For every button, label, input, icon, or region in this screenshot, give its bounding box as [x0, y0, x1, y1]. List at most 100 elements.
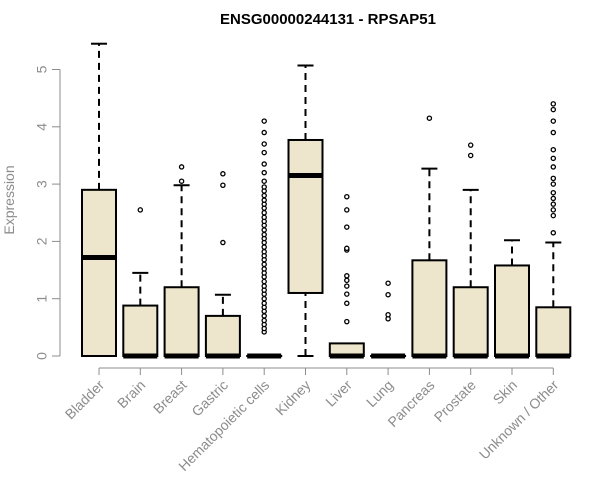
outlier-point [261, 214, 267, 221]
outlier-point [261, 283, 267, 289]
box-iqr [204, 314, 241, 358]
outlier-point [550, 118, 557, 124]
outlier-point [550, 212, 557, 219]
outlier-point [261, 169, 267, 176]
outlier-point [550, 201, 557, 207]
outlier-point [220, 182, 226, 188]
outlier-point [261, 178, 267, 184]
outlier-point [261, 295, 267, 302]
outlier-point [344, 245, 350, 252]
y-axis-label: Expression [1, 165, 17, 234]
outlier-point [137, 207, 144, 213]
box-group [452, 142, 489, 359]
outlier-point [550, 175, 557, 182]
outlier-point [261, 227, 267, 233]
outlier-point [467, 152, 474, 159]
x-tick-label: Liver [322, 377, 355, 410]
outlier-point [261, 118, 267, 124]
y-tick-label: 5 [34, 65, 50, 73]
outlier-point [261, 244, 267, 250]
x-tick-label: Brain [114, 377, 148, 411]
box-group [246, 118, 283, 359]
box-group [204, 171, 241, 359]
box-iqr [452, 286, 489, 357]
box-group [535, 101, 572, 359]
x-tick-label: Kidney [272, 377, 314, 419]
box-iqr [411, 259, 448, 357]
outlier-point [344, 283, 350, 289]
outlier-point [344, 273, 350, 279]
outlier-point [261, 184, 267, 190]
outlier-point [178, 178, 185, 184]
x-tick-label: Prostate [431, 377, 479, 425]
outlier-point [261, 129, 267, 136]
outlier-point [385, 280, 391, 286]
box-iqr [287, 138, 324, 294]
outlier-point [261, 149, 267, 156]
outlier-point [261, 266, 267, 272]
y-tick-label: 2 [34, 237, 50, 245]
outlier-point [261, 278, 267, 285]
outlier-point [261, 231, 267, 238]
outlier-point [344, 318, 350, 325]
box-iqr [122, 304, 159, 357]
outlier-point [344, 291, 350, 297]
outlier-point [344, 193, 350, 200]
outlier-point [467, 142, 474, 148]
y-tick-label: 0 [34, 352, 50, 360]
outlier-point [426, 115, 433, 121]
outlier-point [261, 161, 267, 167]
outlier-point [550, 195, 557, 202]
outlier-point [220, 171, 226, 177]
outlier-point [261, 261, 267, 268]
outlier-point [550, 230, 557, 236]
outlier-point [550, 101, 557, 107]
x-tick-label: Lung [363, 377, 396, 410]
outlier-point [550, 106, 557, 113]
boxes-group [81, 42, 572, 359]
x-tick-label: Skin [490, 377, 521, 408]
outlier-point [261, 192, 267, 199]
y-tick-label: 3 [34, 180, 50, 188]
outlier-point [550, 155, 557, 162]
outlier-point [385, 291, 391, 298]
outlier-point [344, 224, 350, 230]
outlier-point [261, 317, 267, 324]
box-group [370, 280, 407, 359]
outlier-point [550, 146, 557, 153]
x-tick-label: Breast [150, 377, 190, 417]
box-group [328, 193, 365, 359]
box-iqr [494, 264, 530, 357]
box-group [163, 164, 200, 359]
outlier-point [344, 207, 350, 213]
box-group [287, 64, 324, 357]
box-group [494, 239, 530, 359]
box-group [122, 207, 159, 359]
box-iqr [81, 188, 117, 357]
x-tick-label: Bladder [62, 377, 108, 423]
box-iqr [163, 286, 200, 357]
chart-title: ENSG00000244131 - RPSAP51 [220, 11, 436, 28]
outlier-point [261, 209, 267, 216]
outlier-point [550, 189, 557, 196]
box-group [411, 115, 448, 359]
y-axis: 0 1 2 3 4 5 [34, 65, 61, 360]
outlier-point [344, 300, 350, 307]
outlier-point [344, 277, 350, 284]
outlier-point [550, 181, 557, 187]
y-tick-label: 4 [34, 123, 50, 131]
box-iqr [535, 306, 572, 358]
outlier-point [550, 129, 557, 136]
y-tick-label: 1 [34, 295, 50, 303]
outlier-point [220, 239, 226, 246]
outlier-point [178, 164, 185, 170]
box-group [81, 42, 117, 357]
outlier-point [385, 311, 391, 318]
outlier-point [261, 197, 267, 203]
outlier-point [550, 164, 557, 170]
outlier-point [261, 300, 267, 307]
outlier-point [550, 207, 557, 213]
outlier-point [261, 248, 267, 255]
